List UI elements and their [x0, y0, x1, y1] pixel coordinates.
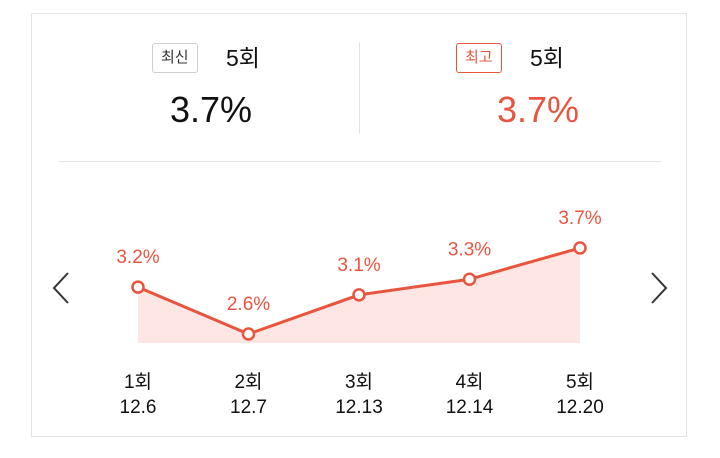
data-point — [241, 327, 256, 341]
latest-rating: 3.7% — [169, 89, 253, 130]
data-label: 3.2% — [116, 247, 159, 268]
latest-episode: 5회 — [226, 45, 260, 71]
x-tick-date: 12.13 — [335, 397, 383, 418]
x-tick-date: 12.20 — [556, 397, 604, 418]
data-label: 2.6% — [227, 294, 270, 315]
rating-summary: 최신 5회 3.7% 최고 5회 3.7% — [32, 14, 686, 162]
data-point — [352, 288, 366, 302]
x-tick-episode: 5회 — [566, 371, 594, 393]
best-episode: 5회 — [530, 45, 564, 71]
x-tick-episode: 3회 — [345, 371, 373, 393]
data-label: 3.1% — [337, 255, 380, 276]
latest-summary: 최신 5회 3.7% — [54, 14, 354, 162]
best-badge: 최고 — [456, 43, 502, 73]
latest-badge: 최신 — [152, 43, 198, 73]
x-tick-date: 12.6 — [120, 397, 157, 418]
x-tick-episode: 2회 — [234, 371, 262, 393]
best-rating: 3.7% — [496, 89, 580, 130]
data-point — [573, 241, 587, 255]
data-label: 3.3% — [448, 239, 491, 260]
chevron-left-icon — [52, 272, 69, 304]
section-divider — [59, 161, 661, 162]
next-button[interactable] — [644, 268, 674, 308]
rating-card: 최신 5회 3.7% 최고 5회 3.7% — [31, 13, 687, 437]
prev-button[interactable] — [46, 268, 76, 308]
summary-divider — [359, 42, 360, 134]
data-point — [462, 272, 477, 287]
x-tick-episode: 1회 — [124, 371, 152, 393]
x-tick-episode: 4회 — [455, 371, 483, 393]
data-label: 3.7% — [558, 208, 601, 229]
data-point — [131, 280, 145, 294]
chevron-right-icon — [651, 272, 668, 304]
x-tick-date: 12.7 — [230, 397, 267, 418]
best-summary: 최고 5회 3.7% — [358, 14, 658, 162]
x-tick-date: 12.14 — [446, 397, 494, 418]
